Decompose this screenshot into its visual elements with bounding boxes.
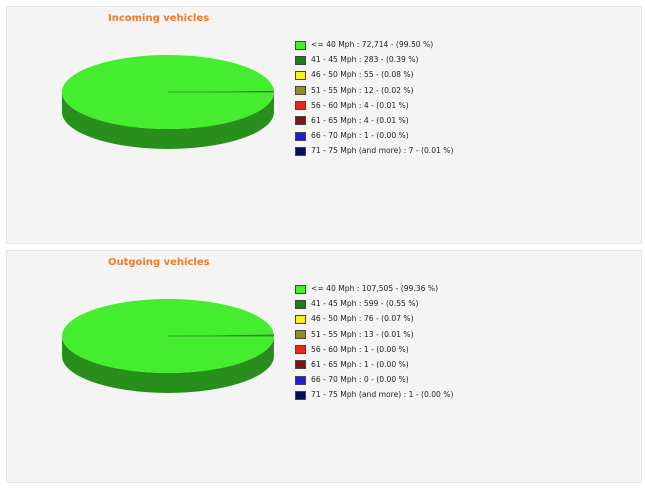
legend-label: 66 - 70 Mph : 0 - (0.00 %) [311, 375, 409, 385]
legend-label: 41 - 45 Mph : 283 - (0.39 %) [311, 55, 419, 65]
legend-item: 51 - 55 Mph : 13 - (0.01 %) [295, 329, 453, 344]
legend-label: 61 - 65 Mph : 4 - (0.01 %) [311, 115, 409, 125]
legend-item: <= 40 Mph : 107,505 - (99.36 %) [295, 283, 453, 298]
legend-label: 46 - 50 Mph : 55 - (0.08 %) [311, 70, 414, 80]
legend-item: 66 - 70 Mph : 0 - (0.00 %) [295, 374, 453, 389]
legend-label: 51 - 55 Mph : 13 - (0.01 %) [311, 329, 414, 339]
legend-label: <= 40 Mph : 72,714 - (99.50 %) [311, 40, 434, 49]
legend-item: 61 - 65 Mph : 4 - (0.01 %) [295, 115, 453, 130]
legend-item: <= 40 Mph : 72,714 - (99.50 %) [295, 39, 453, 54]
legend-label: 61 - 65 Mph : 1 - (0.00 %) [311, 359, 409, 369]
legend-label: 56 - 60 Mph : 4 - (0.01 %) [311, 100, 409, 110]
legend-item: 41 - 45 Mph : 283 - (0.39 %) [295, 54, 453, 69]
pie-side-1 [62, 336, 274, 393]
legend-label: 66 - 70 Mph : 1 - (0.00 %) [311, 131, 409, 141]
outgoing-legend: <= 40 Mph : 107,505 - (99.36 %) 41 - 45 M… [295, 283, 453, 405]
incoming-legend: <= 40 Mph : 72,714 - (99.50 %) 41 - 45 Mp… [295, 39, 453, 161]
legend-item: 46 - 50 Mph : 76 - (0.07 %) [295, 313, 453, 328]
pie-side-1 [62, 92, 274, 149]
incoming-pie-chart [61, 54, 274, 149]
legend-swatch [295, 86, 306, 96]
legend-swatch [295, 146, 306, 156]
legend-item: 56 - 60 Mph : 4 - (0.01 %) [295, 100, 453, 115]
incoming-vehicles-panel: Incoming vehicles <= 40 Mph : 72,714 - (… [6, 6, 642, 244]
legend-swatch [295, 131, 306, 141]
legend-item: 71 - 75 Mph (and more) : 7 - (0.01 %) [295, 145, 453, 160]
legend-swatch [295, 330, 306, 340]
legend-label: 56 - 60 Mph : 1 - (0.00 %) [311, 344, 409, 354]
outgoing-vehicles-panel: Outgoing vehicles <= 40 Mph : 107,505 - … [6, 250, 642, 483]
legend-swatch [295, 284, 306, 294]
legend-swatch [295, 101, 306, 111]
legend-label: 71 - 75 Mph (and more) : 1 - (0.00 %) [311, 390, 454, 400]
legend-label: 71 - 75 Mph (and more) : 7 - (0.01 %) [311, 146, 454, 156]
outgoing-chart-title: Outgoing vehicles [108, 257, 210, 268]
legend-item: 41 - 45 Mph : 599 - (0.55 %) [295, 298, 453, 313]
legend-swatch [295, 55, 306, 65]
legend-item: 46 - 50 Mph : 55 - (0.08 %) [295, 69, 453, 84]
legend-item: 51 - 55 Mph : 12 - (0.02 %) [295, 85, 453, 100]
legend-label: 51 - 55 Mph : 12 - (0.02 %) [311, 85, 414, 95]
legend-item: 66 - 70 Mph : 1 - (0.00 %) [295, 130, 453, 145]
legend-item: 61 - 65 Mph : 1 - (0.00 %) [295, 359, 453, 374]
outgoing-pie-chart [62, 298, 275, 393]
legend-swatch [295, 70, 306, 80]
legend-swatch [295, 40, 306, 50]
pie-slice-1 [61, 54, 274, 129]
legend-label: 46 - 50 Mph : 76 - (0.07 %) [311, 314, 414, 324]
legend-swatch [295, 299, 306, 309]
legend-swatch [295, 314, 306, 324]
legend-swatch [295, 375, 306, 385]
legend-item: 56 - 60 Mph : 1 - (0.00 %) [295, 344, 453, 359]
legend-label: <= 40 Mph : 107,505 - (99.36 %) [311, 284, 439, 293]
incoming-chart-title: Incoming vehicles [108, 13, 210, 24]
legend-swatch [295, 345, 306, 355]
legend-swatch [295, 390, 306, 400]
legend-swatch [295, 360, 306, 370]
legend-item: 71 - 75 Mph (and more) : 1 - (0.00 %) [295, 389, 453, 404]
legend-swatch [295, 116, 306, 126]
legend-label: 41 - 45 Mph : 599 - (0.55 %) [311, 299, 419, 309]
